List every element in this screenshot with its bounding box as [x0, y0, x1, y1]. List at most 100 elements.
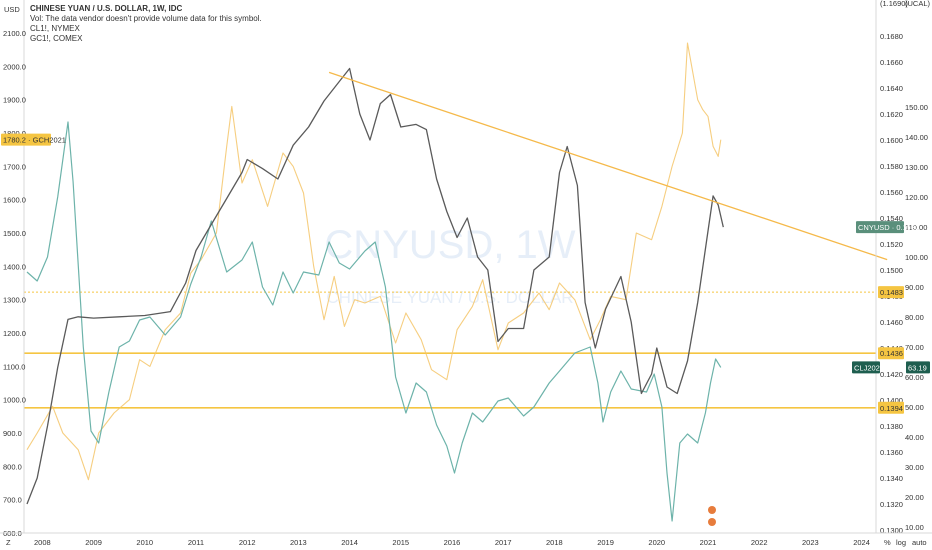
watermark-name: CHINESE YUAN / U.S. DOLLAR — [326, 288, 573, 307]
watermark-symbol: CNYUSD, 1W — [324, 223, 575, 267]
left-axis-tick-label: 1100.0 — [3, 362, 25, 371]
series-line-gch2021[interactable] — [26, 42, 722, 481]
right-axis-top-cut-label: (1.1690) — [880, 0, 908, 8]
right-axis-oil-tick-label: 80.00 — [905, 313, 924, 322]
right-price-axis[interactable]: 0.1680 0.1660 0.1640 0.1620 0.1600 0.1580 0.15… — [875, 0, 931, 535]
right-axis-oil-tick-label: 50.00 — [905, 403, 924, 412]
level-tag-1: 0.1483 — [880, 288, 903, 297]
left-axis-tick-label: 1700.0 — [3, 162, 26, 171]
symbol-watermark: CNYUSD, 1W CHINESE YUAN / U.S. DOLLAR — [324, 223, 575, 307]
right-axis-oil-tick-label: 110.00 — [905, 223, 927, 232]
left-price-axis[interactable]: 2100.0 2000.0 1900.0 1800.0 1700.0 1600.0 1500… — [3, 0, 26, 538]
right-axis-oil-tick-label: 20.00 — [905, 493, 924, 502]
right-axis-oil-tick-label: 90.00 — [905, 283, 924, 292]
right-axis-oil-tick-label: 10.00 — [905, 523, 924, 532]
left-axis-tick-label: 2100.0 — [3, 29, 26, 38]
time-axis-tick-label: 2022 — [751, 538, 768, 547]
percent-scale-button[interactable]: % — [884, 538, 891, 547]
right-axis-oil-tick-label: 60.00 — [905, 373, 924, 382]
right-axis-cny-tick-label: 0.1460 — [880, 318, 903, 327]
right-axis-cny-tick-label: 0.1420 — [880, 370, 903, 379]
right-axis-oil-tick-label: 150.00 — [905, 103, 928, 112]
gold-price-tag-bg — [1, 133, 51, 146]
right-axis-oil-tick-label: 130.00 — [905, 163, 928, 172]
time-axis-tick-label: 2012 — [239, 538, 256, 547]
legend-volume-note: Vol: The data vendor doesn't provide vol… — [30, 14, 262, 23]
right-axis-oil-tick-label: 40.00 — [905, 433, 924, 442]
time-axis-tick-label: 2018 — [546, 538, 563, 547]
left-axis-tick-label: 1600.0 — [3, 196, 26, 205]
right-axis-cny-tick-label: 0.1660 — [880, 58, 903, 67]
time-axis-tick-label: 2010 — [136, 538, 153, 547]
right-axis-cny-tick-label: 0.1600 — [880, 136, 903, 145]
time-axis[interactable]: 2008 2009 2010 2011 2012 2013 2014 2015 2016 2017… — [0, 532, 932, 547]
series-line-clj2021[interactable] — [26, 121, 722, 522]
time-axis-tick-label: 2021 — [700, 538, 717, 547]
right-axis-cny-tick-label: 0.1580 — [880, 162, 903, 171]
left-axis-tick-label: 1900.0 — [3, 96, 26, 105]
left-axis-tick-label: 1400.0 — [3, 262, 26, 271]
left-axis-tick-label: 1500.0 — [3, 229, 26, 238]
level-tag-2-bg — [878, 347, 904, 360]
time-axis-tick-label: 2014 — [341, 538, 358, 547]
price-tags: 1780.2 · GCH2021 CNYUSD · 0.1533 CLJ2021 63… — [1, 133, 930, 414]
legend-gold-symbol[interactable]: GC1!, COMEX — [30, 34, 83, 43]
time-axis-tick-label: 2016 — [444, 538, 461, 547]
time-axis-tick-label: 2020 — [648, 538, 665, 547]
level-tag-3: 0.1394 — [880, 404, 903, 413]
right-axis-top-cut-label-2: (UCAL) — [905, 0, 931, 8]
left-axis-tick-label: 800.0 — [3, 462, 22, 471]
timezone-button[interactable]: Z — [6, 538, 11, 547]
right-axis-cny-tick-label: 0.1300 — [880, 526, 903, 535]
trend-line[interactable] — [328, 71, 888, 261]
left-axis-tick-label: 1800.0 — [3, 129, 26, 138]
time-axis-tick-label: 2009 — [85, 538, 102, 547]
time-axis-tick-label: 2024 — [853, 538, 870, 547]
right-axis-cny-tick-label: 0.1540 — [880, 214, 903, 223]
level-tag-3-bg — [878, 401, 904, 414]
dividend-event-marker[interactable] — [708, 518, 716, 526]
right-axis-oil-tick-label: 100.00 — [905, 253, 928, 262]
level-tag-1-bg — [878, 286, 904, 299]
time-axis-tick-label: 2017 — [495, 538, 512, 547]
plot-area[interactable] — [24, 42, 888, 526]
right-axis-oil-tick-label: 70.00 — [905, 343, 924, 352]
left-axis-tick-label: 1200.0 — [3, 329, 26, 338]
log-scale-button[interactable]: log — [896, 538, 906, 547]
right-axis-cny-tick-label: 0.1680 — [880, 32, 903, 41]
time-axis-tick-label: 2023 — [802, 538, 819, 547]
oil-price-tag-bg — [906, 361, 930, 374]
time-axis-tick-label: 2008 — [34, 538, 51, 547]
right-axis-cny-tick-label: 0.1520 — [880, 240, 903, 249]
right-axis-cny-tick-label: 0.1640 — [880, 84, 903, 93]
left-axis-tick-label: 1000.0 — [3, 396, 26, 405]
chart-legend: CHINESE YUAN / U.S. DOLLAR, 1W, IDC Vol:… — [30, 4, 262, 44]
time-axis-tick-label: 2019 — [597, 538, 614, 547]
right-axis-cny-tick-label: 0.1380 — [880, 422, 903, 431]
right-axis-cny-tick-label: 0.1400 — [880, 396, 903, 405]
right-axis-oil-tick-label: 120.00 — [905, 193, 928, 202]
level-tag-2: 0.1436 — [880, 349, 903, 358]
left-axis-unit: USD — [4, 5, 20, 14]
right-axis-cny-tick-label: 0.1560 — [880, 188, 903, 197]
time-axis-tick-label: 2013 — [290, 538, 307, 547]
legend-symbol-title[interactable]: CHINESE YUAN / U.S. DOLLAR, 1W, IDC — [30, 4, 183, 13]
time-axis-tick-label: 2011 — [188, 538, 204, 547]
cny-price-tag: CNYUSD · 0.1533 — [858, 223, 919, 232]
legend-oil-symbol[interactable]: CL1!, NYMEX — [30, 24, 80, 33]
left-axis-tick-label: 700.0 — [3, 496, 22, 505]
right-axis-oil-tick-label: 140.00 — [905, 133, 928, 142]
auto-scale-button[interactable]: auto — [912, 538, 927, 547]
right-axis-cny-tick-label: 0.1620 — [880, 110, 903, 119]
time-axis-tick-label: 2015 — [392, 538, 409, 547]
cny-price-tag-bg — [856, 221, 904, 234]
earnings-event-marker[interactable] — [708, 506, 716, 514]
oil-symbol-tag-bg — [852, 361, 880, 374]
gold-price-tag: 1780.2 · GCH2021 — [3, 136, 66, 145]
right-axis-cny-tick-label: 0.1360 — [880, 448, 903, 457]
series-line-cnyusd[interactable] — [26, 67, 724, 505]
oil-price-tag: 63.19 — [908, 363, 927, 372]
left-axis-tick-label: 900.0 — [3, 429, 22, 438]
right-axis-cny-tick-label: 0.1320 — [880, 500, 903, 509]
